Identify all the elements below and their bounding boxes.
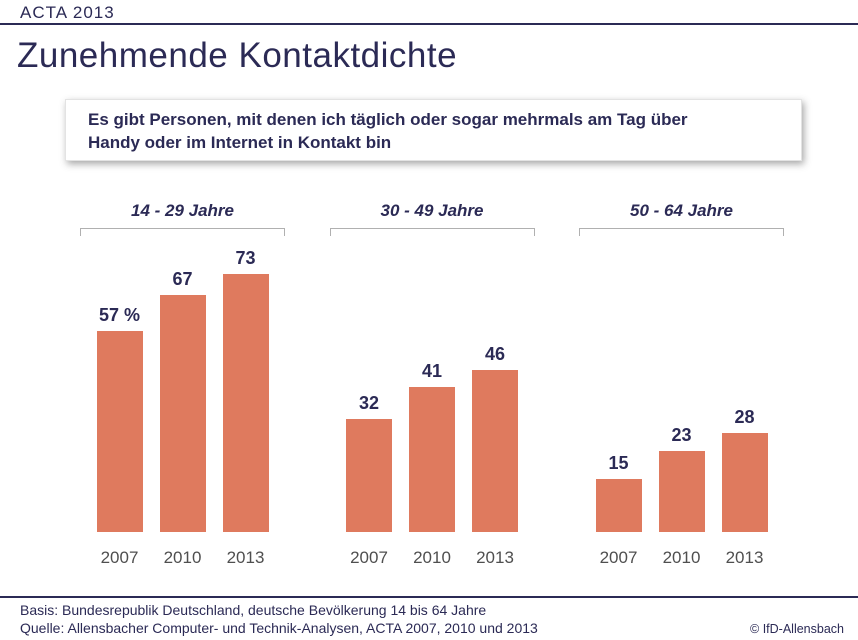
age-group-label: 30 - 49 Jahre [380,201,484,220]
year-label: 2010 [413,548,451,567]
footer-quelle: Quelle: Allensbacher Computer- und Techn… [20,620,538,636]
year-label: 2007 [350,548,388,567]
year-label: 2007 [100,548,139,567]
bar-2010 [409,387,455,532]
age-group-3: 50 - 64 Jahre 15 2007 23 2010 28 2013 [579,201,784,581]
footer-basis: Basis: Bundesrepublik Deutschland, deuts… [20,602,487,618]
page-title: Zunehmende Kontaktdichte [17,36,458,75]
age-group-label: 50 - 64 Jahre [629,201,733,220]
bar-value-label: 57 % [98,305,141,325]
bar-2010 [159,295,206,532]
year-label: 2013 [476,548,514,567]
bar-value-label: 15 [608,453,629,473]
bar-2010 [658,451,705,532]
brand-text: ACTA 2013 [20,3,115,22]
copyright-note: © IfD-Allensbach [750,622,844,636]
footer-divider [0,596,858,598]
bar-2007 [595,479,642,532]
age-group-2: 30 - 49 Jahre 32 2007 41 2010 46 2013 [329,201,535,581]
bar-value-label: 46 [484,344,506,364]
bar-chart: 14 - 29 Jahre 57 % 2007 67 2010 73 2013 30 - 49… [0,201,858,581]
bar-2013 [472,370,518,532]
group-bracket [329,228,535,236]
bar-value-label: 73 [235,248,256,268]
bar-value-label: 23 [671,425,692,445]
age-group-label: 14 - 29 Jahre [130,201,234,220]
bar-2007 [96,331,143,532]
year-label: 2010 [662,548,701,567]
year-label: 2013 [226,548,265,567]
bar-2013 [222,274,269,532]
age-group-1: 14 - 29 Jahre 57 % 2007 67 2010 73 2013 [80,201,285,581]
statement-box: Es gibt Personen, mit denen ich täglich … [65,99,802,161]
bar-value-label: 67 [172,269,193,289]
year-label: 2010 [163,548,202,567]
group-bracket [80,228,285,236]
bar-2007 [346,419,392,532]
statement-line-1: Es gibt Personen, mit denen ich täglich … [88,110,688,129]
bar-value-label: 28 [734,407,755,427]
bar-2013 [721,433,768,532]
bar-value-label: 41 [421,361,443,381]
year-label: 2013 [725,548,764,567]
header-divider [0,23,858,25]
statement-line-2: Handy oder im Internet in Kontakt bin [88,133,392,152]
year-label: 2007 [599,548,638,567]
group-bracket [579,228,784,236]
bar-value-label: 32 [358,393,380,413]
